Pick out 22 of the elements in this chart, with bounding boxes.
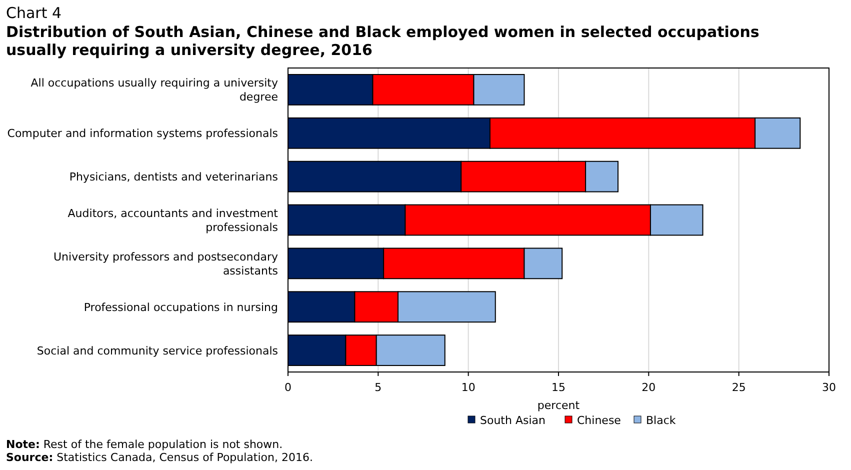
- x-tick-label: 15: [552, 381, 566, 394]
- x-tick-label: 25: [732, 381, 746, 394]
- y-tick-label: University professors and postsecondary assistants: [53, 250, 278, 278]
- x-axis-title: percent: [537, 399, 580, 412]
- y-tick-label: Physicians, dentists and veterinarians: [69, 170, 278, 184]
- y-tick-label: All occupations usually requiring a university degree: [30, 76, 278, 104]
- y-tick-label: Computer and information systems professionals: [7, 127, 278, 140]
- chart-subtitle: Distribution of South Asian, Chinese and Black employed women in selected occupations usually requiring a university degree, 2016: [6, 23, 760, 59]
- legend-label: Black: [646, 414, 676, 427]
- x-tick-label: 0: [284, 381, 292, 394]
- y-tick-label: Auditors, accountants and investment professionals: [68, 207, 279, 234]
- x-tick-label: 30: [822, 381, 836, 394]
- legend-label: South Asian: [480, 414, 546, 427]
- y-tick-label: Professional occupations in nursing: [84, 300, 278, 314]
- x-tick-label: 10: [461, 381, 476, 394]
- x-tick-label: 20: [642, 381, 656, 394]
- legend-label: Chinese: [577, 414, 622, 427]
- text: Note: Rest of the female population is not shown.: [6, 438, 283, 451]
- x-tick-label: 5: [374, 381, 382, 394]
- source-note: Source: Statistics Canada, Census of Population, 2016.: [6, 451, 313, 464]
- text: Chart 4: [6, 4, 62, 22]
- y-tick-label: Social and community service professionals: [36, 344, 278, 358]
